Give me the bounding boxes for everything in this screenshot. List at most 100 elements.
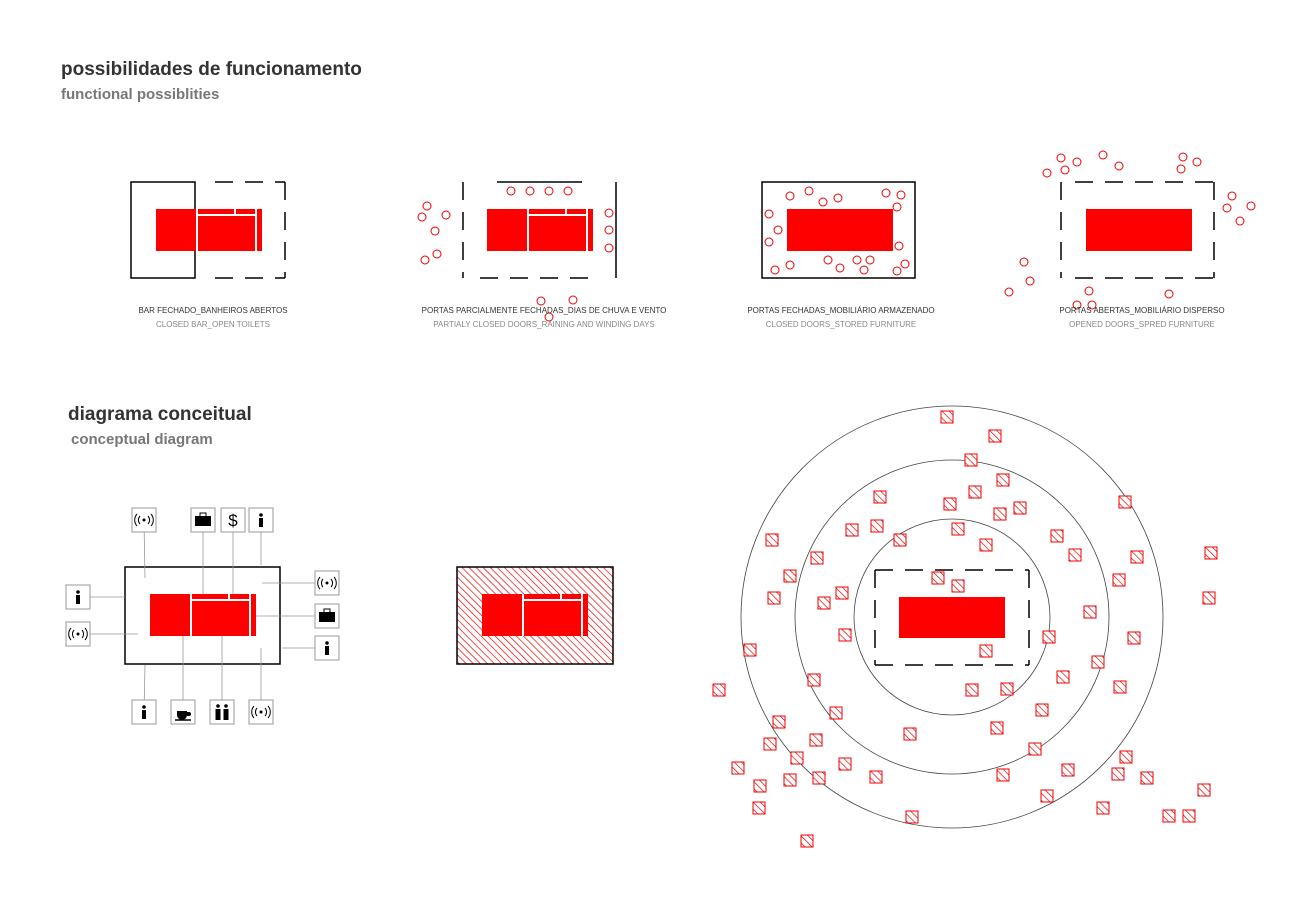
furniture	[1197, 783, 1211, 797]
chair	[1072, 157, 1082, 167]
scenario-label: PORTAS FECHADAS_MOBILIÁRIO ARMAZENADO	[747, 306, 934, 315]
chair	[1072, 300, 1082, 310]
wall-box	[124, 566, 281, 665]
chair	[1114, 161, 1124, 171]
furniture	[845, 523, 859, 537]
furniture	[869, 770, 883, 784]
furniture	[1056, 670, 1070, 684]
chair	[881, 188, 891, 198]
chair	[892, 266, 902, 276]
chair	[764, 209, 774, 219]
scenario-label: BAR FECHADO_BANHEIROS ABERTOS	[138, 306, 287, 315]
chair	[441, 210, 451, 220]
section-title: diagrama conceitual	[68, 404, 252, 425]
furniture	[1113, 680, 1127, 694]
chair	[770, 265, 780, 275]
furniture	[763, 737, 777, 751]
furniture	[990, 721, 1004, 735]
furniture	[752, 801, 766, 815]
furniture	[893, 533, 907, 547]
ring	[794, 459, 1110, 775]
furniture	[800, 834, 814, 848]
furniture	[829, 706, 843, 720]
chair	[568, 295, 578, 305]
icon-box	[314, 570, 340, 596]
chair	[785, 191, 795, 201]
furniture	[1162, 809, 1176, 823]
furniture	[903, 727, 917, 741]
section-subtitle: conceptual diagram	[71, 431, 213, 448]
icon	[259, 710, 263, 714]
furniture	[838, 628, 852, 642]
icon: $	[228, 511, 238, 530]
furniture	[943, 497, 957, 511]
chair	[604, 208, 614, 218]
scenario-label: PORTAS PARCIALMENTE FECHADAS_DIAS DE CHU…	[422, 306, 667, 315]
chair	[430, 226, 440, 236]
chair	[1087, 300, 1097, 310]
scenario-sublabel: PARTIALY CLOSED DOORS_RAINING AND WINDIN…	[433, 320, 655, 329]
bar-block	[1086, 209, 1192, 251]
chair	[1060, 165, 1070, 175]
icon	[323, 608, 331, 614]
scenario-sublabel: OPENED DOORS_SPRED FURNITURE	[1069, 320, 1215, 329]
furniture	[1042, 630, 1056, 644]
scenario-sublabel: CLOSED DOORS_STORED FURNITURE	[766, 320, 917, 329]
icon	[325, 581, 329, 585]
chair	[1019, 257, 1029, 267]
wall-box	[761, 181, 916, 279]
bar-block	[787, 209, 893, 251]
title: possibilidades de funcionamento	[61, 59, 362, 80]
chair	[818, 197, 828, 207]
furniture	[731, 761, 745, 775]
furniture	[1050, 529, 1064, 543]
chair	[852, 255, 862, 265]
ring	[740, 405, 1164, 829]
furniture	[870, 519, 884, 533]
icon	[134, 513, 154, 527]
icon	[142, 705, 146, 709]
chair	[1176, 164, 1186, 174]
furniture	[1091, 655, 1105, 669]
chair	[544, 186, 554, 196]
furniture	[996, 768, 1010, 782]
furniture	[790, 751, 804, 765]
chair	[417, 212, 427, 222]
icon	[177, 711, 191, 720]
chair	[835, 263, 845, 273]
furniture	[1127, 631, 1141, 645]
icon	[319, 612, 335, 622]
furniture	[1202, 591, 1216, 605]
chair	[1025, 276, 1035, 286]
furniture	[1118, 495, 1132, 509]
furniture	[951, 522, 965, 536]
furniture	[1028, 742, 1042, 756]
furniture	[783, 773, 797, 787]
furniture	[810, 551, 824, 565]
chair	[865, 255, 875, 265]
furniture	[772, 715, 786, 729]
ring	[853, 518, 1051, 716]
furniture	[1083, 605, 1097, 619]
chair	[1084, 286, 1094, 296]
chair	[1042, 168, 1052, 178]
chair	[432, 249, 442, 259]
chair	[1056, 153, 1066, 163]
drawings: $	[65, 150, 1256, 848]
icon	[325, 646, 329, 655]
furniture	[765, 533, 779, 547]
chair	[892, 202, 902, 212]
chair	[764, 237, 774, 247]
chair	[773, 225, 783, 235]
furniture	[1040, 789, 1054, 803]
furniture	[873, 490, 887, 504]
furniture	[1000, 682, 1014, 696]
chair	[804, 186, 814, 196]
chair	[1246, 201, 1256, 211]
furniture	[979, 538, 993, 552]
furniture	[1068, 548, 1082, 562]
icon	[223, 709, 229, 720]
chair	[823, 255, 833, 265]
furniture	[1096, 801, 1110, 815]
icon	[325, 641, 329, 645]
